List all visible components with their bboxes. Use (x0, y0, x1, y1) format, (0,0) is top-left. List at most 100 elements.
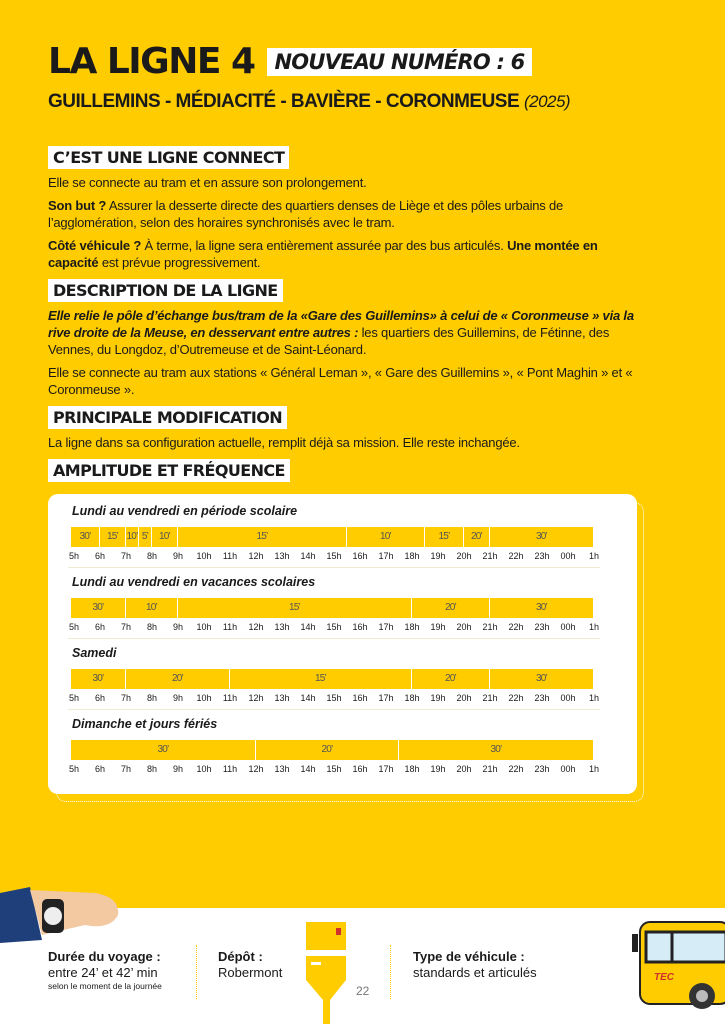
schedule-row-title: Lundi au vendredi en vacances scolaires (72, 575, 316, 589)
hour-label: 5h (68, 622, 79, 632)
hour-label: 13h (274, 622, 290, 632)
hour-label: 16h (352, 693, 368, 703)
hour-label: 14h (300, 764, 316, 774)
hour-label: 18h (404, 551, 420, 561)
hour-label: 8h (146, 764, 157, 774)
hour-label: 19h (430, 693, 446, 703)
frequency-segment: 5’ (139, 527, 152, 547)
frequency-segment: 10’ (126, 598, 178, 618)
hour-label: 20h (456, 693, 472, 703)
hour-label: 19h (430, 622, 446, 632)
modification-p1: La ligne dans sa configuration actuelle,… (48, 435, 520, 450)
frequency-segment: 20’ (256, 740, 399, 760)
page-title: LA LIGNE 4 (48, 41, 256, 82)
hour-label: 21h (482, 693, 498, 703)
hour-label: 22h (508, 764, 524, 774)
schedule-row-title: Samedi (72, 646, 117, 660)
hour-label: 16h (352, 622, 368, 632)
frequency-segment: 10’ (152, 527, 178, 547)
hour-label: 11h (222, 693, 238, 703)
hour-label: 23h (534, 622, 550, 632)
depot-label: Dépôt : (218, 949, 263, 964)
route: GUILLEMINS - MÉDIACITÉ - BAVIÈRE - CORON… (48, 91, 520, 112)
hour-label: 1h (588, 764, 599, 774)
hour-label: 20h (456, 764, 472, 774)
connect-p3: Côté véhicule ? À terme, la ligne sera e… (48, 237, 638, 271)
hour-label: 17h (378, 764, 394, 774)
frequency-segment: 15’ (178, 598, 412, 618)
hour-label: 22h (508, 551, 524, 561)
connect-p1: Elle se connecte au tram et en assure so… (48, 175, 367, 190)
hour-label: 15h (326, 764, 342, 774)
schedule-row-title: Lundi au vendredi en période scolaire (72, 504, 298, 518)
bus-logo: TEC (654, 972, 675, 983)
hour-label: 18h (404, 622, 420, 632)
duration-info: Durée du voyage : entre 24’ et 42’ min s… (48, 949, 162, 992)
frequency-segment: 30’ (399, 740, 594, 760)
hour-label: 12h (248, 693, 264, 703)
heading-amplitude: AMPLITUDE ET FRÉQUENCE (48, 459, 290, 482)
year: (2025) (523, 92, 571, 111)
frequency-segment: 20’ (412, 669, 490, 689)
hour-label: 17h (378, 551, 394, 561)
hour-label: 21h (482, 622, 498, 632)
hour-label: 10h (196, 764, 212, 774)
hour-label: 1h (588, 551, 599, 561)
frequency-segment: 30’ (490, 598, 594, 618)
divider (196, 945, 197, 999)
hour-label: 1h (588, 622, 599, 632)
vehicle-value: standards et articulés (413, 965, 537, 980)
frequency-segment: 30’ (71, 598, 126, 618)
hour-label: 12h (248, 764, 264, 774)
hour-label: 1h (588, 693, 599, 703)
hour-label: 6h (94, 622, 105, 632)
hour-label: 5h (68, 551, 79, 561)
hour-label: 9h (172, 551, 183, 561)
heading-connect: C’EST UNE LIGNE CONNECT (48, 146, 290, 169)
frequency-segment: 30’ (71, 740, 256, 760)
bold: Son but ? (48, 198, 107, 213)
depot-info: Dépôt : Robermont (218, 949, 282, 981)
frequency-segment: 20’ (464, 527, 490, 547)
hour-label: 11h (222, 551, 238, 561)
duration-note: selon le moment de la journée (48, 981, 162, 991)
route-subtitle: GUILLEMINS - MÉDIACITÉ - BAVIÈRE - CORON… (48, 90, 648, 114)
frequency-segment: 20’ (412, 598, 490, 618)
hour-label: 12h (248, 551, 264, 561)
bold: Côté véhicule ? (48, 238, 142, 253)
text: est prévue progressivement. (98, 255, 261, 270)
hour-label: 15h (326, 551, 342, 561)
bus-stop-sign-icon (306, 922, 346, 1024)
hour-label: 9h (172, 764, 183, 774)
hour-label: 14h (300, 622, 316, 632)
vehicle-info: Type de véhicule : standards et articulé… (413, 949, 537, 981)
hour-label: 6h (94, 693, 105, 703)
hour-label: 14h (300, 551, 316, 561)
hour-label: 12h (248, 622, 264, 632)
hour-label: 18h (404, 693, 420, 703)
duration-label: Durée du voyage : (48, 949, 161, 964)
row-separator (68, 709, 600, 710)
hour-label: 16h (352, 551, 368, 561)
hour-label: 22h (508, 693, 524, 703)
heading-description: DESCRIPTION DE LA LIGNE (48, 279, 283, 302)
hour-label: 13h (274, 693, 290, 703)
frequency-segment: 30’ (490, 527, 594, 547)
hour-label: 22h (508, 622, 524, 632)
hour-label: 00h (560, 764, 576, 774)
hour-label: 23h (534, 693, 550, 703)
schedule-card-wrap: Lundi au vendredi en période scolaire 30’… (48, 494, 644, 802)
heading-modification: PRINCIPALE MODIFICATION (48, 406, 288, 429)
hour-label: 16h (352, 764, 368, 774)
hour-label: 9h (172, 693, 183, 703)
vehicle-label: Type de véhicule : (413, 949, 525, 964)
hour-label: 10h (196, 622, 212, 632)
description-p1: Elle relie le pôle d’échange bus/tram de… (48, 307, 638, 358)
hour-label: 00h (560, 551, 576, 561)
text: les quartiers des Guillemins, de Fétinne… (48, 325, 610, 357)
hour-label: 00h (560, 622, 576, 632)
hour-label: 5h (68, 693, 79, 703)
new-number-badge: NOUVEAU NUMÉRO : 6 (266, 48, 533, 76)
frequency-segment: 10’ (126, 527, 139, 547)
schedule-row-title: Dimanche et jours fériés (72, 717, 218, 731)
